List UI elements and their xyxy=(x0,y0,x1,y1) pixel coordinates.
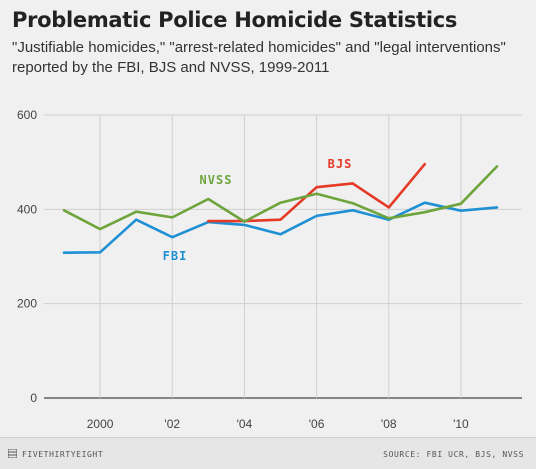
footer: FIVETHIRTYEIGHT SOURCE: FBI UCR, BJS, NV… xyxy=(0,437,536,469)
chart-title: Problematic Police Homicide Statistics xyxy=(12,8,458,32)
series-label-fbi: FBI xyxy=(163,249,188,263)
series-label-nvss: NVSS xyxy=(200,173,233,187)
series-label-bjs: BJS xyxy=(328,157,353,171)
fivethirtyeight-logo-icon xyxy=(8,449,17,458)
line-chart: 0 200 400 600 2000 '02 '04 '06 '08 '10 FBI BJS NVSS xyxy=(17,108,522,431)
x-tick-label: '08 xyxy=(381,417,397,431)
y-tick-label: 200 xyxy=(17,297,37,311)
x-tick-label: '04 xyxy=(237,417,253,431)
series-line-fbi xyxy=(62,201,499,254)
footer-source: SOURCE: FBI UCR, BJS, NVSS xyxy=(383,450,524,459)
x-tick-label: '10 xyxy=(453,417,469,431)
x-tick-label: '06 xyxy=(309,417,325,431)
chart-axes: 0 200 400 600 2000 '02 '04 '06 '08 '10 xyxy=(17,108,469,431)
y-tick-label: 0 xyxy=(30,391,37,405)
chart-subtitle: "Justifiable homicides," "arrest-related… xyxy=(12,39,506,76)
chart-grid xyxy=(44,114,522,399)
series-line-nvss xyxy=(62,165,499,231)
chart-series xyxy=(62,162,499,254)
chart-series-labels: FBI BJS NVSS xyxy=(163,157,353,263)
footer-logo-text: FIVETHIRTYEIGHT xyxy=(22,450,104,459)
x-tick-label: 2000 xyxy=(87,417,114,431)
y-tick-label: 600 xyxy=(17,108,37,122)
y-tick-label: 400 xyxy=(17,202,37,216)
x-tick-label: '02 xyxy=(164,417,180,431)
